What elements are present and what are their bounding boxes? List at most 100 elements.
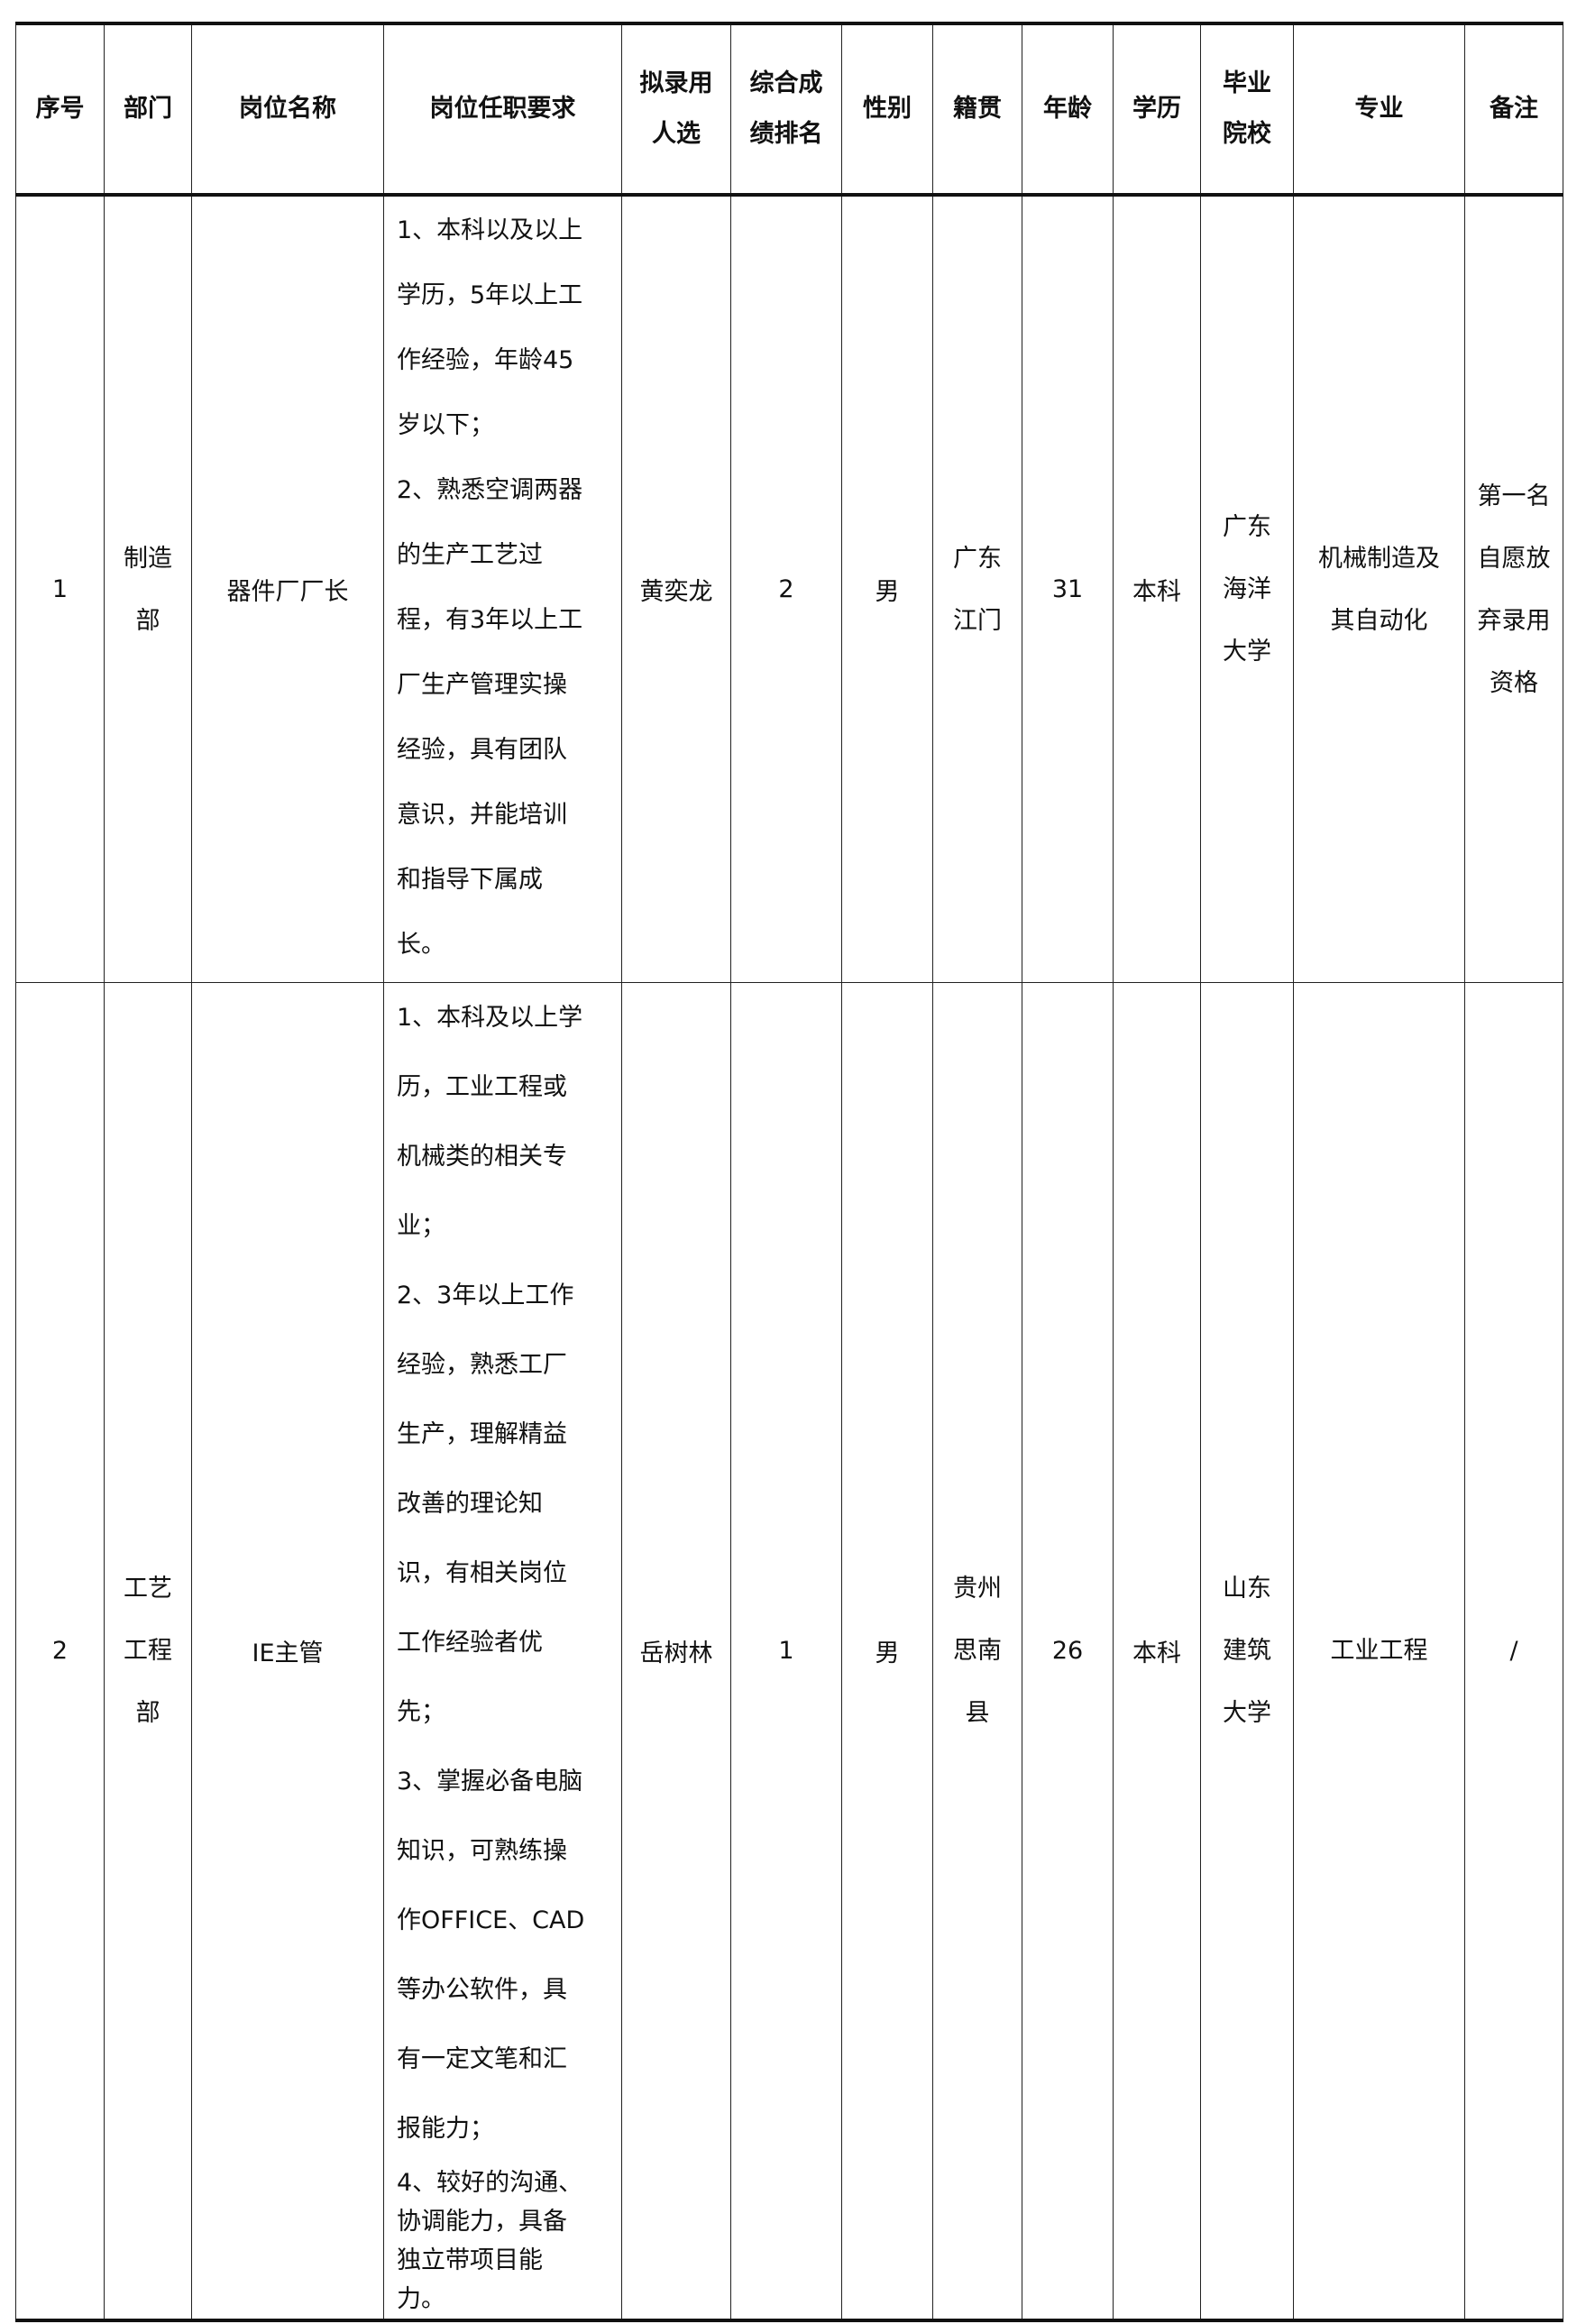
cell-position: IE主管 (191, 982, 384, 2321)
cell-origin-line: 广东 (953, 544, 1002, 573)
header-text: 备注 (1490, 95, 1538, 123)
requirement-line: 经验，具有团队 (397, 736, 567, 764)
requirement-line: 1、本科及以上学 (397, 1004, 583, 1032)
table-row: 1 制造部器件厂厂长 1、本科以及以上 学历，5年以上工 作经验，年龄45 岁以下； 2、熟… (15, 194, 1563, 983)
cell-school-line: 建筑 (1223, 1637, 1271, 1665)
requirement-line: 独立带项目能 (397, 2246, 543, 2274)
header-text: 岗位名称 (239, 95, 336, 123)
requirement-line: 意识，并能培训 (397, 801, 567, 829)
cell-remark-line: 弃录用 (1477, 606, 1551, 635)
requirement-line: 协调能力，具备 (397, 2208, 567, 2236)
cell-requirements: 1、本科以及以上 学历，5年以上工 作经验，年龄45 岁以下； 2、熟悉空调两器 的生产工… (383, 194, 622, 983)
cell-origin-line: 县 (965, 1699, 990, 1727)
cell-rank: 2 (730, 194, 842, 983)
header-text: 年龄 (1043, 95, 1092, 123)
requirement-line: 程，有3年以上工 (397, 606, 583, 634)
cell-no: 1 (15, 194, 105, 983)
requirement-line: 作OFFICE、CAD (397, 1906, 585, 1934)
cell-major-line: 其自动化 (1330, 606, 1428, 635)
header-remark: 备注 (1464, 23, 1563, 196)
header-row: 序号 部门 岗位名称 岗位任职要求 拟录用 人选 综合成 绩排名 性别 籍贯 年龄 学历 毕业 院校 专业备… (15, 23, 1563, 196)
header-text: 毕业 (1223, 69, 1271, 97)
header-text: 籍贯 (953, 95, 1002, 123)
header-text: 综合成 (749, 69, 823, 97)
header-text: 绩排名 (749, 120, 823, 148)
requirement-line: 工作经验者优 (397, 1629, 543, 1657)
requirement-line: 长。 (397, 931, 445, 959)
header-text: 拟录用 (639, 69, 713, 97)
cell-rank: 1 (730, 982, 842, 2321)
cell-remark-line: 自愿放 (1477, 544, 1551, 573)
cell-school-line: 广东 (1223, 513, 1271, 541)
cell-origin: 广东 江门 (932, 194, 1022, 983)
cell-school-line: 海洋 (1223, 575, 1271, 603)
header-text: 岗位任职要求 (429, 95, 576, 123)
requirement-line: 报能力； (397, 2115, 494, 2143)
header-rank: 综合成 绩排名 (730, 23, 842, 196)
header-text: 专业 (1354, 95, 1404, 123)
cell-school-line: 山东 (1223, 1575, 1271, 1603)
header-requirements: 岗位任职要求 (383, 23, 622, 196)
requirement-line: 机械类的相关专 (397, 1143, 567, 1171)
cell-major-line: 工业工程 (1330, 1637, 1428, 1665)
requirement-line: 经验，熟悉工厂 (397, 1351, 567, 1379)
requirement-line: 学历，5年以上工 (397, 281, 583, 309)
requirement-line: 2、3年以上工作 (397, 1281, 574, 1309)
requirement-line: 作经验，年龄45 (397, 346, 574, 374)
cell-origin-line: 思南 (953, 1637, 1002, 1665)
cell-origin-line: 江门 (953, 606, 1002, 635)
cell-age: 31 (1022, 194, 1114, 983)
header-text: 序号 (35, 95, 85, 123)
header-education: 学历 (1113, 23, 1201, 196)
cell-position: 器件厂厂长 (191, 194, 384, 983)
requirement-line: 和指导下属成 (397, 866, 543, 894)
cell-no: 2 (15, 982, 105, 2321)
cell-department-line: 部 (135, 606, 160, 635)
cell-education: 本科 (1113, 982, 1201, 2321)
cell-requirements: 1、本科及以上学 历，工业工程或 机械类的相关专 业； 2、3年以上工作 经验，熟悉工厂生… (383, 982, 622, 2321)
requirement-line: 力。 (397, 2285, 445, 2313)
requirement-line: 有一定文笔和汇 (397, 2045, 567, 2073)
cell-major: 机械制造及 其自动化 (1293, 194, 1465, 983)
cell-age: 26 (1022, 982, 1114, 2321)
cell-gender: 男 (841, 982, 933, 2321)
header-age: 年龄 (1022, 23, 1114, 196)
header-candidate: 拟录用 人选 (621, 23, 731, 196)
cell-department-line: 工艺 (124, 1575, 172, 1603)
cell-school: 山东 建筑 大学 (1200, 982, 1294, 2321)
recruitment-table: 序号 部门 岗位名称 岗位任职要求 拟录用 人选 综合成 绩排名 性别 籍贯 年龄 学历 毕业 院校 专业备… (15, 22, 1563, 2322)
requirement-line: 3、掌握必备电脑 (397, 1768, 583, 1796)
cell-origin: 贵州 思南县 (932, 982, 1022, 2321)
cell-candidate: 黄奕龙 (621, 194, 731, 983)
cell-remark-line: 第一名 (1477, 482, 1551, 510)
cell-school-line: 大学 (1223, 1699, 1271, 1727)
header-no: 序号 (15, 23, 105, 196)
cell-department-line: 部 (135, 1699, 160, 1727)
requirement-line: 1、本科以及以上 (397, 216, 583, 244)
header-gender: 性别 (841, 23, 933, 196)
table-row: 2 工艺 工程部 IE主管 1、本科及以上学 历，工业工程或 机械类的相关专 业； 2、3年以上… (15, 982, 1563, 2321)
cell-remark-line: / (1509, 1637, 1518, 1665)
cell-major-line: 机械制造及 (1318, 544, 1440, 573)
header-department: 部门 (104, 23, 192, 196)
header-major: 专业 (1293, 23, 1465, 196)
header-text: 人选 (652, 120, 701, 148)
cell-school: 广东 海洋 大学 (1200, 194, 1294, 983)
cell-major: 工业工程 (1293, 982, 1465, 2321)
header-text: 性别 (863, 95, 912, 123)
requirement-line: 改善的理论知 (397, 1490, 543, 1518)
header-school: 毕业 院校 (1200, 23, 1294, 196)
cell-department: 制造部 (104, 194, 192, 983)
header-text: 部门 (124, 95, 172, 123)
requirement-line: 生产，理解精益 (397, 1420, 567, 1448)
cell-school-line: 大学 (1223, 638, 1271, 666)
cell-department: 工艺 工程部 (104, 982, 192, 2321)
requirement-line: 2、熟悉空调两器 (397, 476, 583, 504)
cell-origin-line: 贵州 (953, 1575, 1002, 1603)
cell-education: 本科 (1113, 194, 1201, 983)
requirement-line: 识，有相关岗位 (397, 1559, 567, 1587)
cell-remark: 第一名 自愿放 弃录用 资格 (1464, 194, 1563, 983)
requirement-line: 历，工业工程或 (397, 1073, 567, 1101)
cell-gender: 男 (841, 194, 933, 983)
header-position: 岗位名称 (191, 23, 384, 196)
